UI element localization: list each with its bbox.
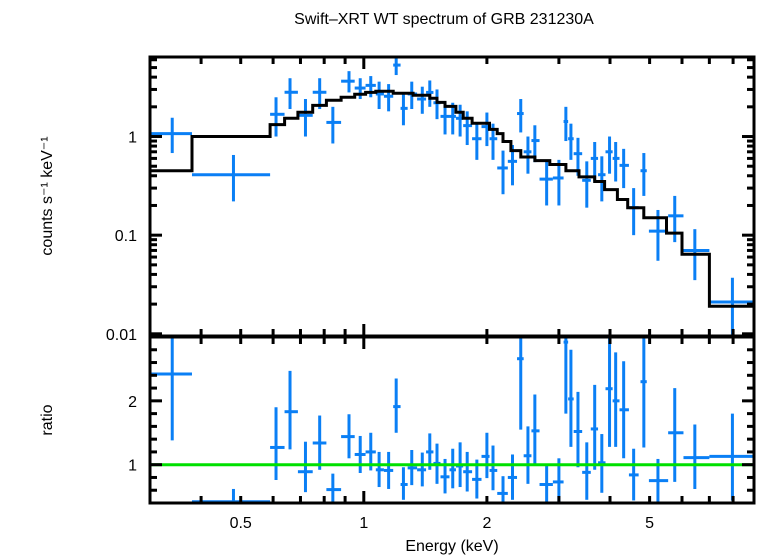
data-point <box>628 188 639 236</box>
x-tick-label: 0.5 <box>230 515 252 532</box>
ratio-point <box>612 352 620 447</box>
ratio-point <box>517 337 524 430</box>
data-point <box>552 159 564 206</box>
data-point <box>590 141 599 182</box>
x-tick-label: 2 <box>482 515 491 532</box>
data-point <box>426 80 434 107</box>
ratio-point <box>683 424 710 489</box>
data-point <box>312 78 327 110</box>
y-axis-label-ratio: ratio <box>39 404 56 435</box>
data-point <box>619 148 629 189</box>
data-point <box>517 99 524 133</box>
data-point <box>449 102 456 135</box>
model-step-line <box>150 89 754 308</box>
ratio-frame <box>148 335 756 505</box>
data-point <box>539 161 553 206</box>
data-point <box>326 106 342 144</box>
data-point <box>365 76 376 98</box>
data-point <box>270 97 285 137</box>
y-tick-label: 0.1 <box>115 228 137 245</box>
ratio-point <box>709 413 754 501</box>
x-axis-label: Energy (keV) <box>405 538 498 555</box>
ratio-point <box>563 337 569 414</box>
ratio-point <box>531 394 540 466</box>
data-point <box>284 78 298 110</box>
data-point <box>383 84 394 112</box>
data-point <box>612 141 620 182</box>
data-point <box>297 99 313 137</box>
data-point <box>433 89 441 120</box>
data-point <box>472 123 482 160</box>
data-point <box>563 106 569 142</box>
ratio-point <box>497 476 508 503</box>
data-point <box>341 71 355 93</box>
ratio-point <box>573 391 583 468</box>
ratio-point <box>191 488 271 504</box>
data-point <box>191 154 271 202</box>
data-point <box>568 123 574 160</box>
ratio-point <box>489 445 498 491</box>
data-point <box>523 136 532 174</box>
ratio-point <box>619 361 629 459</box>
chart-title: Swift–XRT WT spectrum of GRB 231230A <box>294 11 594 28</box>
data-point <box>497 150 508 195</box>
ratio-panel: 0.5 1 2 5 1 2 <box>128 335 756 532</box>
x-tick-label: 1 <box>359 515 368 532</box>
ratio-point <box>628 448 639 501</box>
ratio-point <box>449 448 456 489</box>
ratio-point <box>605 337 613 447</box>
ratio-point <box>383 451 394 489</box>
data-point <box>417 86 427 114</box>
ratio-point <box>354 435 366 473</box>
data-point <box>150 117 192 154</box>
ratio-point <box>640 337 647 448</box>
y-tick-label: 1 <box>128 458 137 475</box>
ratio-point <box>312 415 327 470</box>
ratio-point <box>481 432 490 479</box>
ratio-point <box>648 458 669 503</box>
ratio-point <box>400 467 408 500</box>
ratio-point <box>375 451 384 488</box>
data-point <box>375 81 384 110</box>
ratio-point <box>284 370 298 450</box>
ratio-point <box>297 441 313 493</box>
ratio-point <box>590 384 599 470</box>
ratio-point <box>539 464 553 503</box>
data-point <box>582 161 591 208</box>
ratio-point <box>341 414 355 459</box>
x-tick-label: 5 <box>645 515 654 532</box>
ratio-point <box>393 378 401 433</box>
spectrum-frame <box>148 55 756 338</box>
ratio-point <box>668 388 684 482</box>
spectrum-panel: 0.01 0.1 1 <box>106 55 756 344</box>
ratio-point <box>568 349 574 447</box>
y-tick-label: 2 <box>128 394 137 411</box>
data-point <box>598 156 606 202</box>
data-point <box>400 93 408 126</box>
data-point <box>440 102 450 135</box>
ratio-point <box>523 426 532 484</box>
y-tick-label: 0.01 <box>106 327 137 344</box>
ratio-point <box>270 407 285 481</box>
ratio-point <box>463 451 473 492</box>
y-axis-label-spectrum: counts s⁻¹ keV⁻¹ <box>39 136 56 255</box>
ratio-point <box>407 450 418 486</box>
data-point <box>393 57 401 76</box>
data-point <box>640 153 647 196</box>
y-tick-label: 1 <box>128 130 137 147</box>
ratio-point <box>507 454 518 500</box>
ratio-point <box>582 442 591 500</box>
ratio-point <box>417 452 427 487</box>
data-point <box>354 78 366 100</box>
ratio-point <box>326 473 342 503</box>
data-point <box>605 136 613 174</box>
